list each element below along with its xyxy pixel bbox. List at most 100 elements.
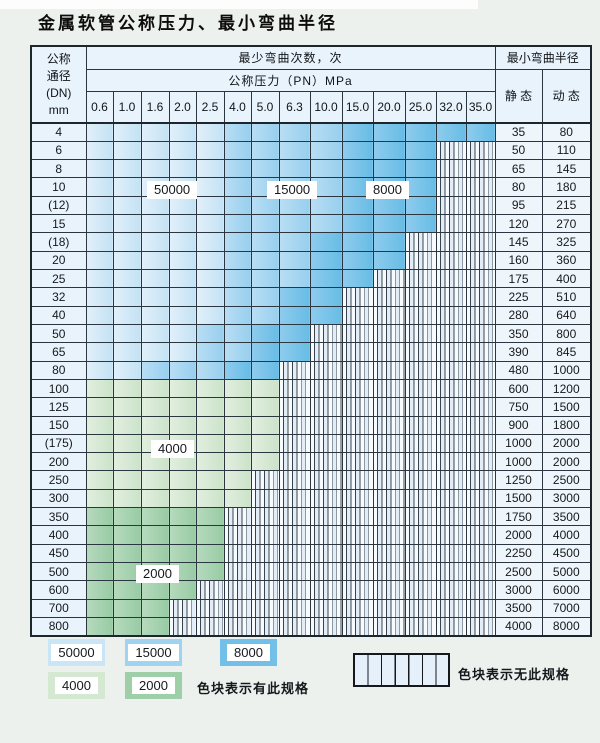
spec-cell xyxy=(168,598,197,618)
spec-cell xyxy=(223,342,252,362)
spec-cell xyxy=(465,378,496,399)
spec-cell xyxy=(223,561,252,582)
spec-cell xyxy=(372,543,406,564)
spec-cell xyxy=(250,342,280,362)
spec-cell xyxy=(278,378,311,399)
spec-cell xyxy=(112,580,142,600)
spec-cell xyxy=(309,598,343,618)
spec-cell xyxy=(341,159,374,179)
table-row: 15 120 270 xyxy=(30,214,592,234)
dn-header-line: (DN) xyxy=(46,85,72,100)
spec-cell xyxy=(372,507,406,527)
spec-cell xyxy=(404,122,437,142)
spec-cell xyxy=(112,268,142,289)
spec-cell xyxy=(140,305,170,325)
dn-cell: 8 xyxy=(30,159,87,179)
spec-cell xyxy=(250,525,280,545)
legend-swatch-label: 8000 xyxy=(227,644,270,661)
spec-cell xyxy=(309,305,343,325)
spec-cell xyxy=(309,397,343,417)
spec-cell xyxy=(465,342,496,362)
spec-cell xyxy=(140,122,170,142)
spec-cell xyxy=(140,397,170,417)
spec-cell xyxy=(341,488,374,509)
spec-cell xyxy=(223,195,252,216)
spec-cell xyxy=(372,598,406,618)
static-value-cell: 480 xyxy=(494,360,543,380)
spec-cell xyxy=(465,452,496,472)
spec-cell xyxy=(278,214,311,234)
spec-cell xyxy=(112,543,142,564)
table-row: 500 2500 5000 xyxy=(30,561,592,582)
spec-cell xyxy=(85,470,114,490)
spec-cell xyxy=(341,232,374,252)
static-value-cell: 120 xyxy=(494,214,543,234)
legend-swatch-label: 4000 xyxy=(55,677,98,694)
spec-cell xyxy=(341,470,374,490)
spec-cell xyxy=(372,378,406,399)
table-row: 350 1750 3500 xyxy=(30,507,592,527)
spec-cell xyxy=(85,543,114,564)
spec-cell xyxy=(372,360,406,380)
spec-cell xyxy=(278,159,311,179)
dynamic-value-cell: 800 xyxy=(541,323,592,344)
spec-cell xyxy=(250,616,280,637)
spec-cell xyxy=(140,195,170,216)
table-row: 600 3000 6000 xyxy=(30,580,592,600)
table-row: 150 900 1800 xyxy=(30,415,592,435)
spec-cell xyxy=(404,177,437,197)
spec-cell xyxy=(465,195,496,216)
spec-cell xyxy=(112,287,142,307)
spec-cell xyxy=(168,323,197,344)
table-row: 400 2000 4000 xyxy=(30,525,592,545)
spec-cell xyxy=(404,159,437,179)
table-row: 65 390 845 xyxy=(30,342,592,362)
spec-cell xyxy=(112,122,142,142)
pressure-col-header: 1.6 xyxy=(140,90,170,124)
spec-cell xyxy=(112,452,142,472)
spec-cell xyxy=(250,507,280,527)
spec-cell xyxy=(309,287,343,307)
dn-cell: 40 xyxy=(30,305,87,325)
spec-cell xyxy=(309,342,343,362)
spec-cell xyxy=(404,360,437,380)
spec-cell xyxy=(223,360,252,380)
spec-cell xyxy=(250,598,280,618)
spec-cell xyxy=(195,287,225,307)
spec-cell xyxy=(195,305,225,325)
dynamic-value-cell: 4000 xyxy=(541,525,592,545)
spec-cell xyxy=(404,195,437,216)
spec-cell xyxy=(372,616,406,637)
dn-cell: 6 xyxy=(30,140,87,161)
spec-cell xyxy=(404,415,437,435)
pressure-col-header: 4.0 xyxy=(223,90,252,124)
spec-cell xyxy=(278,433,311,454)
static-value-cell: 225 xyxy=(494,287,543,307)
spec-cell xyxy=(195,232,225,252)
spec-cell xyxy=(112,360,142,380)
spec-cell xyxy=(278,507,311,527)
table-row: 125 750 1500 xyxy=(30,397,592,417)
table-row: 8 65 145 xyxy=(30,159,592,179)
spec-cell xyxy=(465,159,496,179)
dynamic-value-cell: 3500 xyxy=(541,507,592,527)
spec-cell xyxy=(195,378,225,399)
table-row: 300 1500 3000 xyxy=(30,488,592,509)
spec-cell xyxy=(168,342,197,362)
spec-cell xyxy=(278,140,311,161)
bend-radius-header: 最小弯曲半径 xyxy=(494,45,592,70)
spec-cell xyxy=(85,159,114,179)
spec-cell xyxy=(168,287,197,307)
static-value-cell: 160 xyxy=(494,250,543,271)
spec-cell xyxy=(435,415,467,435)
legend-swatch-label: 2000 xyxy=(132,677,175,694)
spec-cell xyxy=(195,525,225,545)
spec-cell xyxy=(435,342,467,362)
spec-cell xyxy=(85,232,114,252)
pressure-col-header: 20.0 xyxy=(372,90,406,124)
spec-cell xyxy=(140,415,170,435)
spec-cell xyxy=(85,397,114,417)
spec-cell xyxy=(341,195,374,216)
spec-cell xyxy=(465,488,496,509)
spec-cell xyxy=(195,616,225,637)
